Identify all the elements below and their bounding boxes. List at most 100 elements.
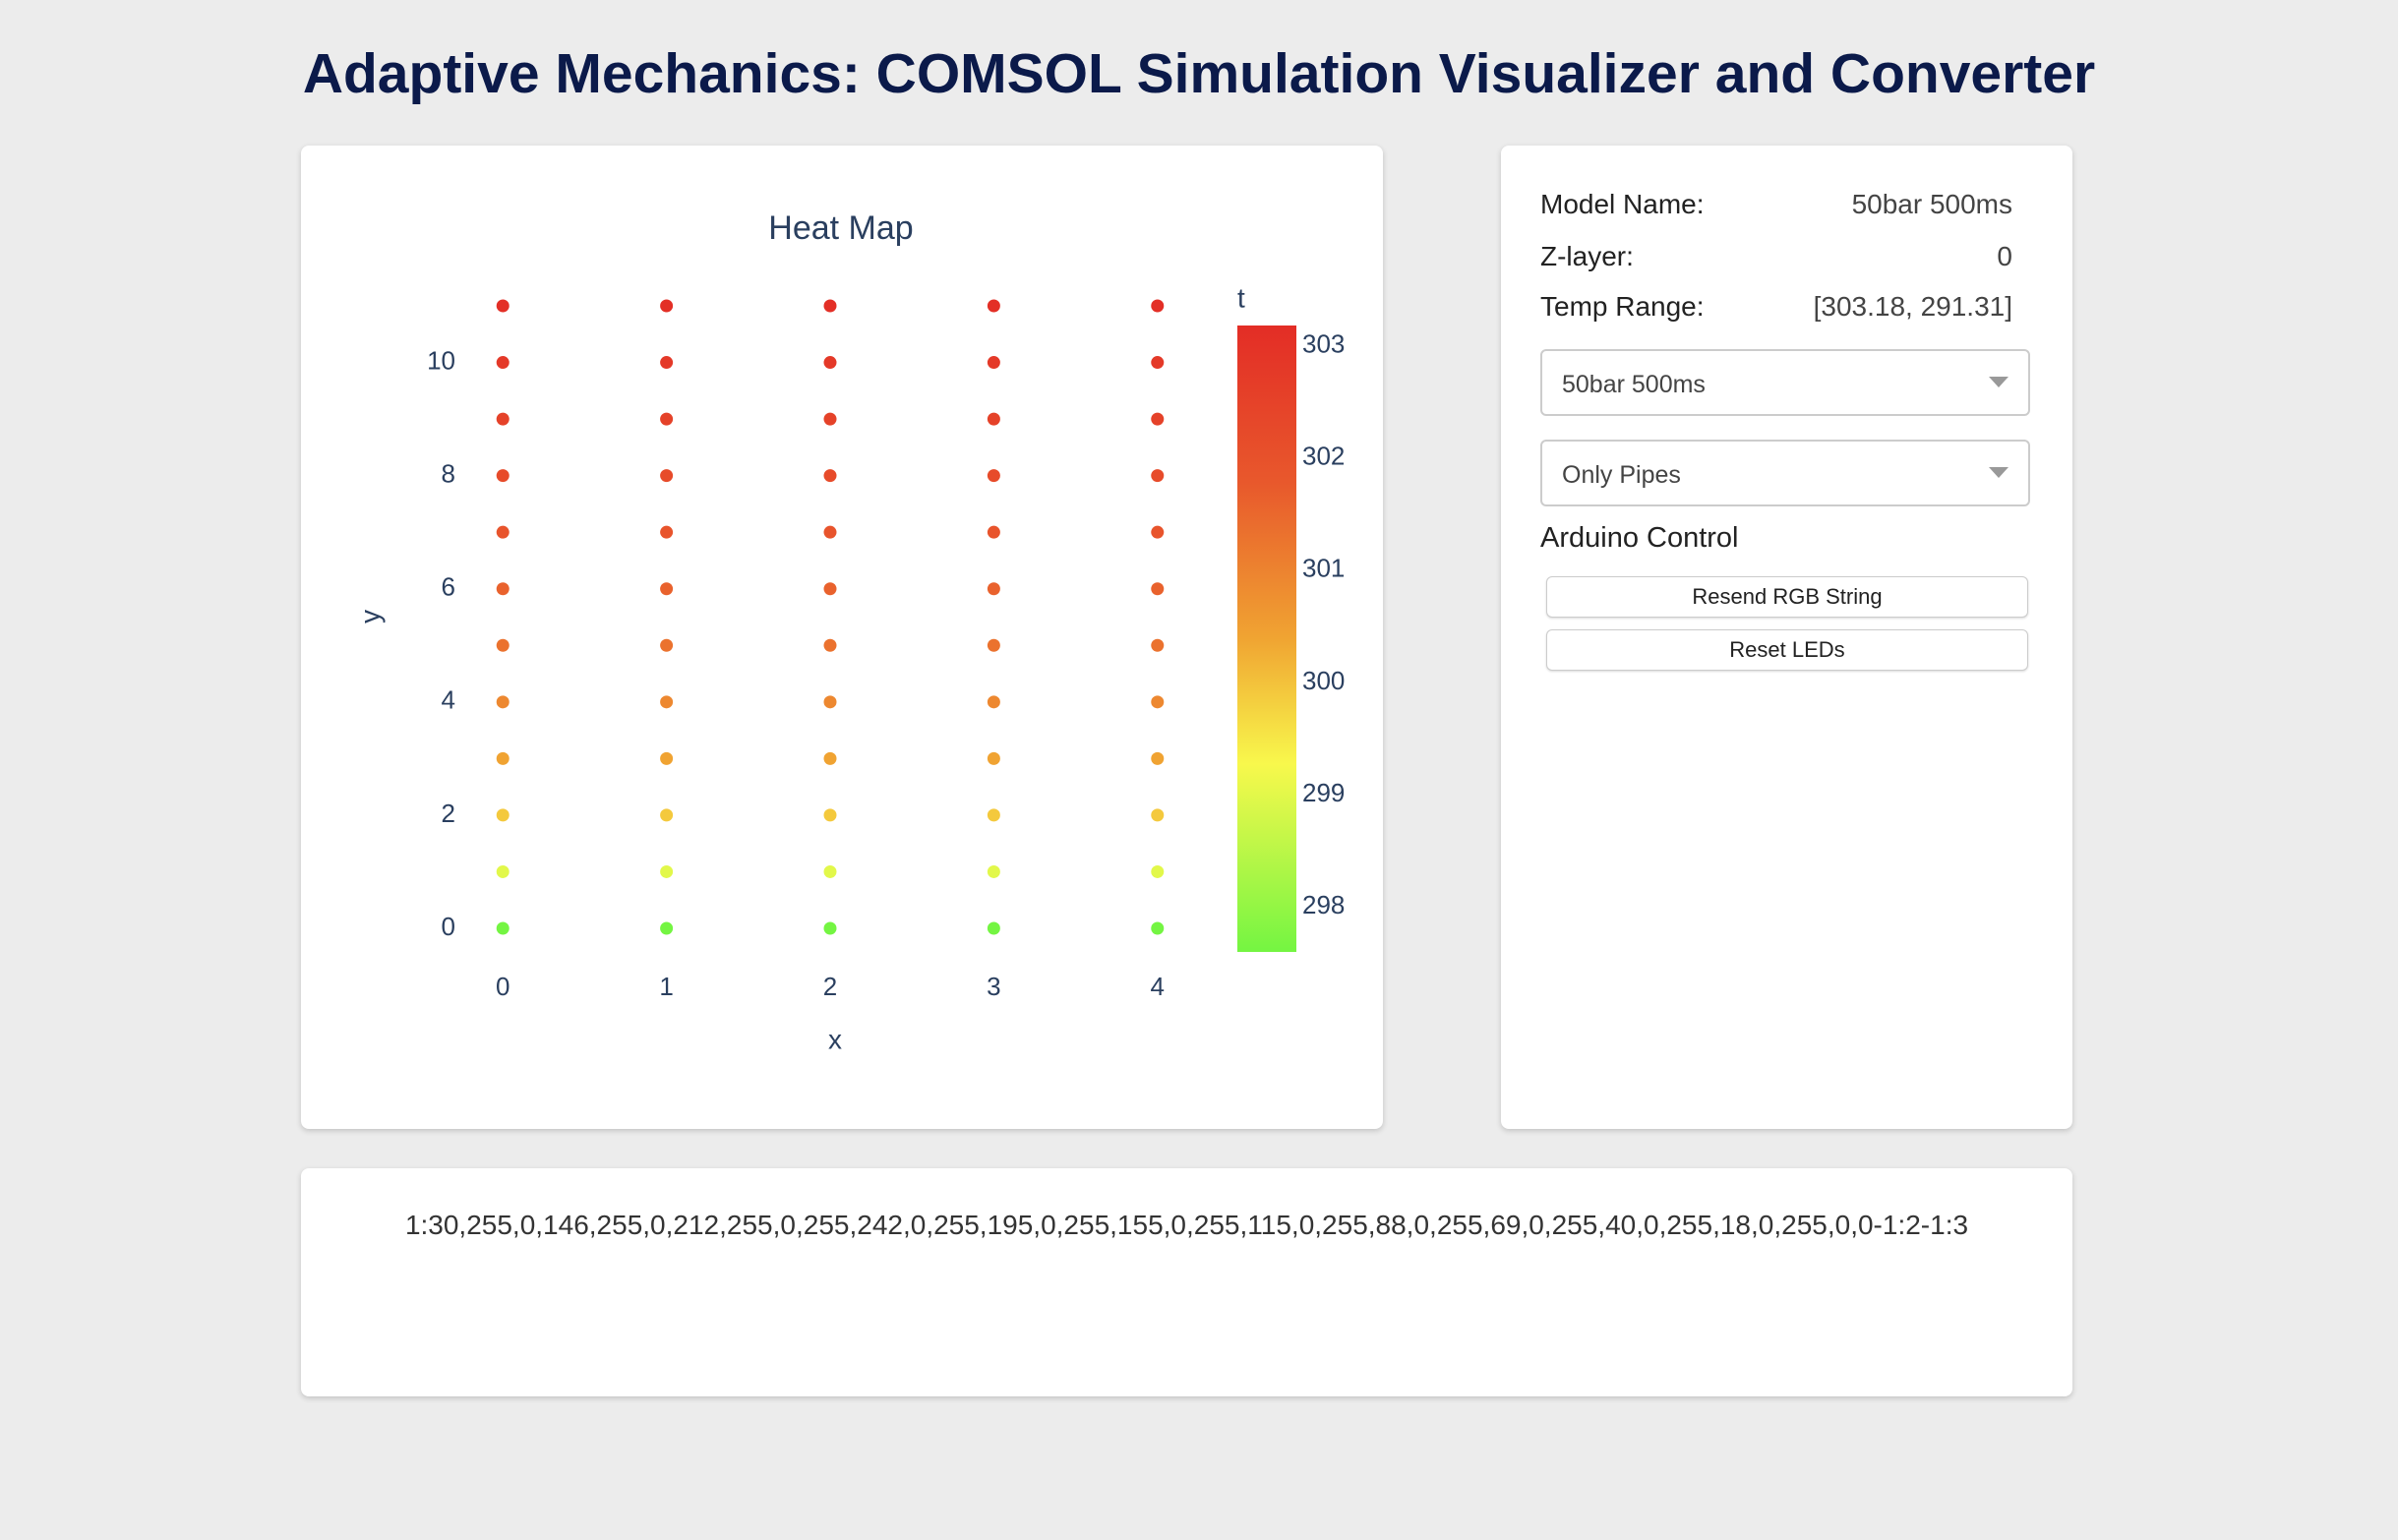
dropdown-value: 50bar 500ms bbox=[1562, 371, 1706, 398]
field-label: Temp Range: bbox=[1540, 291, 1705, 322]
y-axis-label: y bbox=[354, 610, 385, 623]
data-point bbox=[496, 638, 510, 652]
data-point bbox=[823, 808, 837, 822]
data-point bbox=[1151, 808, 1165, 822]
data-point bbox=[987, 751, 1000, 765]
chart-title: Heat Map bbox=[768, 209, 913, 247]
y-tick-label: 10 bbox=[427, 345, 455, 375]
rgb-string: 1:30,255,0,146,255,0,212,255,0,255,242,0… bbox=[404, 1210, 1969, 1240]
data-point bbox=[823, 864, 837, 878]
y-tick-label: 6 bbox=[442, 572, 455, 602]
data-point bbox=[496, 751, 510, 765]
data-point bbox=[660, 356, 674, 370]
data-point bbox=[496, 356, 510, 370]
data-point bbox=[496, 582, 510, 596]
data-point bbox=[823, 525, 837, 539]
field-row: Model Name: 50bar 500ms bbox=[1540, 189, 2012, 220]
x-tick-label: 2 bbox=[823, 972, 837, 1001]
button[interactable]: Resend RGB String bbox=[1546, 576, 2028, 618]
data-point bbox=[660, 638, 674, 652]
button[interactable]: Reset LEDs bbox=[1546, 629, 2028, 671]
y-tick-label: 2 bbox=[442, 799, 455, 828]
field-label: Model Name: bbox=[1540, 189, 1705, 219]
data-point bbox=[823, 695, 837, 709]
dropdown[interactable]: 50bar 500ms bbox=[1540, 349, 2030, 416]
chart-card: Heat Map x y t 298 299 300 301 302 303 0 1 2 3 4 0 2… bbox=[301, 146, 1383, 1129]
data-point bbox=[660, 751, 674, 765]
colorbar-tick-label: 301 bbox=[1302, 554, 1345, 583]
chart: Heat Map x y t 298 299 300 301 302 303 0 1 2 3 4 0 2… bbox=[354, 209, 1345, 1054]
data-point bbox=[660, 525, 674, 539]
info-card: Model Name: 50bar 500ms Z-layer: 0 Temp Ra… bbox=[1501, 146, 2072, 1129]
data-point bbox=[987, 356, 1000, 370]
data-point bbox=[496, 864, 510, 878]
colorbar-tick-label: 303 bbox=[1302, 328, 1345, 358]
data-point bbox=[1151, 525, 1165, 539]
data-point bbox=[660, 469, 674, 483]
y-tick-label: 0 bbox=[442, 912, 455, 941]
page-title: Adaptive Mechanics: COMSOL Simulation Vi… bbox=[302, 42, 2096, 105]
data-point bbox=[660, 299, 674, 313]
data-point bbox=[987, 525, 1000, 539]
colorbar-tick-label: 302 bbox=[1302, 442, 1345, 471]
data-point bbox=[987, 695, 1000, 709]
data-point bbox=[660, 921, 674, 935]
data-point bbox=[823, 582, 837, 596]
data-point bbox=[1151, 356, 1165, 370]
x-axis-label: x bbox=[828, 1024, 842, 1054]
data-point bbox=[987, 412, 1000, 426]
colorbar-tick-label: 300 bbox=[1302, 666, 1345, 695]
data-point bbox=[1151, 921, 1165, 935]
dropdown-arrow bbox=[1989, 467, 2008, 478]
x-tick-label: 4 bbox=[1151, 972, 1165, 1001]
data-point bbox=[1151, 412, 1165, 426]
data-point bbox=[823, 356, 837, 370]
data-point bbox=[823, 921, 837, 935]
data-point bbox=[987, 582, 1000, 596]
data-point bbox=[1151, 638, 1165, 652]
data-point bbox=[660, 864, 674, 878]
data-point bbox=[496, 412, 510, 426]
data-point bbox=[823, 469, 837, 483]
data-point bbox=[1151, 751, 1165, 765]
data-point bbox=[823, 751, 837, 765]
x-tick-label: 3 bbox=[987, 972, 1000, 1001]
colorbar bbox=[1237, 326, 1296, 952]
data-point bbox=[823, 638, 837, 652]
dropdown[interactable]: Only Pipes bbox=[1540, 440, 2030, 506]
data-point bbox=[1151, 299, 1165, 313]
colorbar-tick-label: 298 bbox=[1302, 890, 1345, 919]
field-row: Temp Range: [303.18, 291.31] bbox=[1540, 291, 2012, 323]
data-point bbox=[823, 412, 837, 426]
data-point bbox=[496, 808, 510, 822]
data-point bbox=[987, 299, 1000, 313]
field-value: 0 bbox=[1997, 241, 2012, 271]
data-point bbox=[660, 808, 674, 822]
data-point bbox=[987, 808, 1000, 822]
data-point bbox=[496, 469, 510, 483]
data-point bbox=[496, 695, 510, 709]
data-point bbox=[1151, 582, 1165, 596]
data-point bbox=[1151, 469, 1165, 483]
colorbar-title: t bbox=[1237, 282, 1245, 313]
data-point bbox=[660, 695, 674, 709]
field-row: Z-layer: 0 bbox=[1540, 241, 2012, 272]
data-point bbox=[987, 638, 1000, 652]
y-tick-label: 4 bbox=[442, 685, 455, 715]
data-point bbox=[1151, 864, 1165, 878]
data-point bbox=[660, 412, 674, 426]
field-label: Z-layer: bbox=[1540, 241, 1634, 271]
data-point bbox=[496, 299, 510, 313]
section-title: Arduino Control bbox=[1540, 522, 1739, 554]
dropdown-arrow bbox=[1989, 377, 2008, 387]
field-value: [303.18, 291.31] bbox=[1813, 291, 2012, 322]
data-point bbox=[660, 582, 674, 596]
data-point bbox=[496, 525, 510, 539]
colorbar-tick-label: 299 bbox=[1302, 778, 1345, 807]
data-point bbox=[987, 921, 1000, 935]
x-tick-label: 1 bbox=[659, 972, 673, 1001]
field-value: 50bar 500ms bbox=[1851, 189, 2012, 219]
data-point bbox=[1151, 695, 1165, 709]
y-tick-label: 8 bbox=[442, 459, 455, 489]
